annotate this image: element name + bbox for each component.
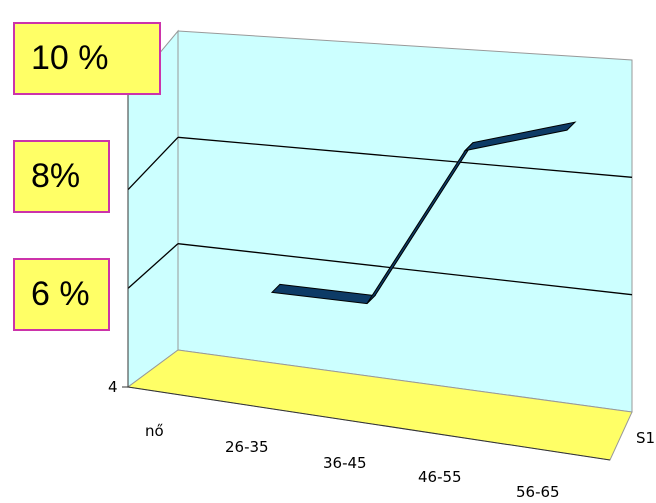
gridline-side-8 <box>127 136 179 191</box>
gridline-side-6 <box>127 243 179 289</box>
x-tick-label-2: 26-35 <box>225 438 269 456</box>
gridlines <box>127 136 633 296</box>
ribbon-segment-3 <box>463 121 577 152</box>
series-ribbon <box>270 121 577 305</box>
x-axis-line <box>127 386 611 461</box>
series-depth-label: S1 <box>636 429 655 447</box>
y-tick-label-10: 10 % <box>13 22 161 95</box>
y-tick-label-4: 4 <box>108 378 118 396</box>
y-tick-label-8: 8% <box>13 140 110 213</box>
gridline-6 <box>177 243 633 296</box>
chart-back-wall <box>177 30 633 413</box>
x-tick-label-3: 36-45 <box>323 454 367 472</box>
y-tick-label-6: 6 % <box>13 258 110 331</box>
x-tick-labels: nő 26-35 36-45 46-55 56-65 <box>145 422 560 501</box>
gridline-8 <box>177 136 633 178</box>
x-tick-label-4: 46-55 <box>418 468 462 486</box>
x-tick-label-1: nő <box>145 422 164 440</box>
x-tick-label-5: 56-65 <box>516 483 560 501</box>
